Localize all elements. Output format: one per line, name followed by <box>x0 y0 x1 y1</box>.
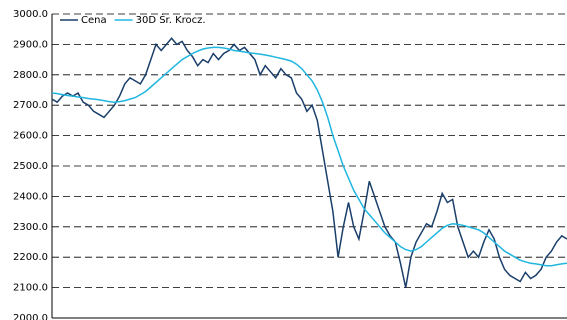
y-tick-label: 2000.0 <box>13 313 48 320</box>
y-tick-label: 2600.0 <box>13 131 48 142</box>
legend-label: Cena <box>81 15 107 26</box>
y-tick-label: 2500.0 <box>13 161 48 172</box>
y-tick-label: 2200.0 <box>13 252 48 263</box>
line-series <box>51 46 567 267</box>
y-tick-label: 3000.0 <box>13 9 48 20</box>
line-series <box>51 37 567 288</box>
y-tick-label: 2300.0 <box>13 222 48 233</box>
y-tick-label: 2100.0 <box>13 283 48 294</box>
y-tick-label: 2400.0 <box>13 191 48 202</box>
y-tick-label: 2900.0 <box>13 39 48 50</box>
legend-label: 30D Śr. Krocz. <box>136 13 206 26</box>
y-tick-label: 2800.0 <box>13 70 48 81</box>
y-tick-label: 2700.0 <box>13 100 48 111</box>
